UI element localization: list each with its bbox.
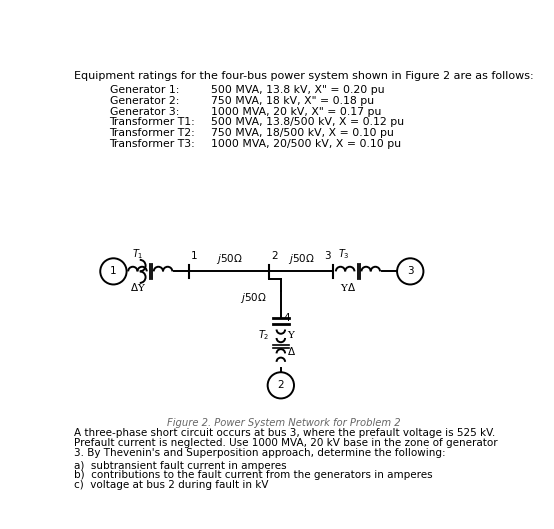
Text: $T_3$: $T_3$ [338, 248, 350, 261]
Text: Generator 2:: Generator 2: [110, 96, 179, 106]
Text: Transformer T3:: Transformer T3: [110, 139, 196, 149]
Text: a)  subtransient fault current in amperes: a) subtransient fault current in amperes [74, 461, 286, 471]
Text: Figure 2. Power System Network for Problem 2: Figure 2. Power System Network for Probl… [167, 418, 401, 427]
Text: b)  contributions to the fault current from the generators in amperes: b) contributions to the fault current fr… [74, 470, 433, 480]
Text: $\Delta$Y: $\Delta$Y [130, 281, 146, 294]
Text: 500 MVA, 13.8/500 kV, X = 0.12 pu: 500 MVA, 13.8/500 kV, X = 0.12 pu [211, 117, 404, 127]
Text: 1: 1 [191, 251, 198, 261]
Text: Transformer T1:: Transformer T1: [110, 117, 196, 127]
Text: Generator 1:: Generator 1: [110, 85, 179, 95]
Text: Prefault current is neglected. Use 1000 MVA, 20 kV base in the zone of generator: Prefault current is neglected. Use 1000 … [74, 438, 497, 448]
Text: Generator 3:: Generator 3: [110, 107, 179, 116]
Text: $j50\Omega$: $j50\Omega$ [240, 291, 267, 305]
Text: 4: 4 [283, 313, 290, 323]
Text: $T_1$: $T_1$ [132, 248, 143, 261]
Text: 1000 MVA, 20 kV, X" = 0.17 pu: 1000 MVA, 20 kV, X" = 0.17 pu [211, 107, 382, 116]
Text: 1000 MVA, 20/500 kV, X = 0.10 pu: 1000 MVA, 20/500 kV, X = 0.10 pu [211, 139, 401, 149]
Text: 1: 1 [110, 267, 117, 276]
Text: 2: 2 [278, 380, 284, 390]
Text: 750 MVA, 18/500 kV, X = 0.10 pu: 750 MVA, 18/500 kV, X = 0.10 pu [211, 128, 394, 138]
Text: 750 MVA, 18 kV, X" = 0.18 pu: 750 MVA, 18 kV, X" = 0.18 pu [211, 96, 374, 106]
Text: Y$\Delta$: Y$\Delta$ [340, 281, 356, 294]
Text: A three-phase short circuit occurs at bus 3, where the prefault voltage is 525 k: A three-phase short circuit occurs at bu… [74, 427, 495, 437]
Text: Y: Y [287, 331, 294, 340]
Text: $j50\Omega$: $j50\Omega$ [288, 252, 314, 266]
Text: 2: 2 [271, 251, 278, 261]
Text: $T_2$: $T_2$ [259, 329, 270, 342]
Text: $j50\Omega$: $j50\Omega$ [216, 252, 243, 266]
Text: Equipment ratings for the four-bus power system shown in Figure 2 are as follows: Equipment ratings for the four-bus power… [74, 71, 534, 81]
Text: 3. By Thevenin's and Superposition approach, determine the following:: 3. By Thevenin's and Superposition appro… [74, 449, 445, 459]
Text: 500 MVA, 13.8 kV, X" = 0.20 pu: 500 MVA, 13.8 kV, X" = 0.20 pu [211, 85, 384, 95]
Text: 3: 3 [407, 267, 414, 276]
Text: $\Delta$: $\Delta$ [287, 345, 296, 357]
Text: c)  voltage at bus 2 during fault in kV: c) voltage at bus 2 during fault in kV [74, 480, 268, 490]
Text: 3: 3 [325, 251, 331, 261]
Text: Transformer T2:: Transformer T2: [110, 128, 196, 138]
